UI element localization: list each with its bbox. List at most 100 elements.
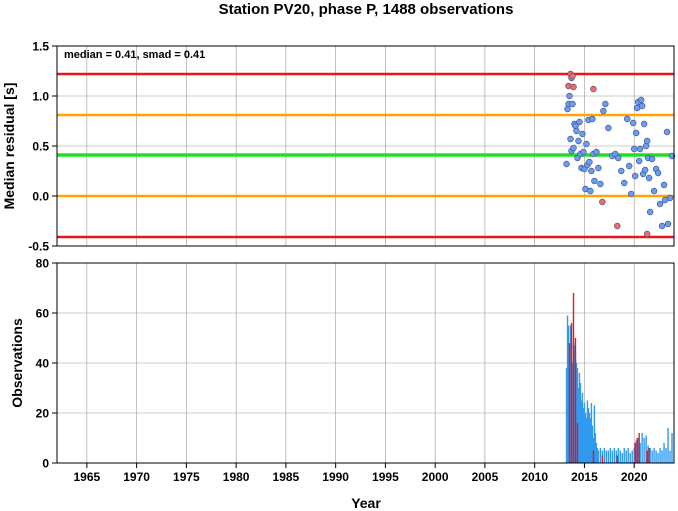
residual-point <box>645 174 653 182</box>
observation-bar <box>583 403 586 463</box>
residual-point <box>648 155 656 163</box>
observation-bar <box>568 343 571 463</box>
year-x-tick-label: 1965 <box>74 470 101 484</box>
observations-y-tick-label: 80 <box>36 257 50 271</box>
observation-bar <box>643 438 645 463</box>
observation-bar <box>653 448 655 463</box>
residual-point <box>588 167 595 175</box>
observation-bar <box>592 450 595 463</box>
year-x-tick-label: 1980 <box>223 470 250 484</box>
residual-point <box>666 194 674 202</box>
residual-point <box>600 107 607 115</box>
observations-bars <box>565 293 673 463</box>
observation-bar <box>649 448 651 463</box>
year-x-tick-label: 2015 <box>571 470 598 484</box>
observation-bar <box>613 448 615 463</box>
residual-point <box>569 100 576 108</box>
residual-point <box>663 128 671 136</box>
residual-point <box>605 124 612 132</box>
year-x-tick-label: 1970 <box>123 470 150 484</box>
observation-bar <box>591 425 594 463</box>
observation-bar <box>669 450 671 463</box>
observations-y-tick-label: 60 <box>36 307 50 321</box>
residual-point <box>637 96 645 104</box>
observation-bar <box>665 448 667 463</box>
observation-bar <box>655 450 657 463</box>
residual-point <box>630 145 638 153</box>
observation-bar <box>637 438 639 463</box>
residual-point <box>643 230 651 238</box>
residual-point <box>580 148 587 156</box>
observation-bar <box>588 413 591 463</box>
year-x-tick-label: 2005 <box>472 470 499 484</box>
residual-point <box>646 208 654 216</box>
residual-point <box>624 115 631 123</box>
year-x-tick-label: 2000 <box>422 470 449 484</box>
observation-bar <box>607 450 610 463</box>
residual-point <box>629 119 637 127</box>
observation-bar <box>584 413 587 463</box>
residual-point <box>590 85 597 93</box>
observation-bar <box>645 435 647 463</box>
observation-bar <box>566 315 569 463</box>
observation-bar <box>671 433 673 463</box>
observation-bar <box>615 450 617 463</box>
observation-bar <box>605 450 608 463</box>
observation-bar <box>581 393 584 463</box>
observation-bar <box>619 450 621 463</box>
observation-bar <box>617 448 619 463</box>
observations-panel: 0 20 40 60 80 1965 1970 1975 1980 1985 1990 1995 20… <box>9 257 675 511</box>
observation-bar <box>661 450 663 463</box>
observation-bar <box>639 443 641 463</box>
residual-point <box>654 169 662 177</box>
observation-bar <box>659 448 661 463</box>
year-x-tick-label: 2020 <box>621 470 648 484</box>
observation-bar <box>631 450 633 463</box>
observation-bar <box>590 403 593 463</box>
observation-bar <box>611 450 613 463</box>
residual-point <box>650 187 658 195</box>
observation-bar <box>663 443 665 463</box>
observation-bar <box>573 345 576 463</box>
observation-bar <box>636 438 638 463</box>
residual-y-ticks: -0.5 0.0 0.5 1.0 1.5 <box>28 40 57 254</box>
residual-point <box>602 100 609 108</box>
observations-y-tick-label: 20 <box>36 407 50 421</box>
residual-point <box>583 140 590 148</box>
observation-bar <box>616 455 618 463</box>
observation-bar <box>585 418 588 463</box>
residual-grid <box>57 45 674 247</box>
observation-bar <box>571 363 574 463</box>
residual-point <box>656 200 664 208</box>
observation-bar <box>574 338 577 463</box>
observation-bar <box>565 368 568 463</box>
observation-bar <box>648 448 650 463</box>
residual-point <box>587 187 594 195</box>
observation-bar <box>646 450 648 463</box>
residual-point <box>589 115 596 123</box>
residual-point <box>597 180 604 188</box>
residual-point <box>638 102 646 110</box>
residual-point <box>621 179 628 187</box>
residual-point <box>586 158 593 166</box>
residual-panel: -0.5 0.0 0.5 1.0 1.5 median = 0.41, smad = 0… <box>1 40 676 254</box>
observation-bar <box>576 423 579 463</box>
observation-bar <box>601 455 604 463</box>
observation-bar <box>572 293 575 463</box>
residual-reference-lines <box>57 72 674 239</box>
observation-bar <box>580 400 583 463</box>
residual-point <box>664 220 672 228</box>
residual-stats-annotation: median = 0.41, smad = 0.41 <box>64 49 205 61</box>
residual-point <box>591 177 598 185</box>
year-x-tick-label: 1995 <box>372 470 399 484</box>
residual-point <box>615 154 622 162</box>
observation-bar <box>596 448 599 463</box>
residual-point <box>570 83 577 91</box>
residual-point <box>641 166 649 174</box>
observation-bar <box>586 400 589 463</box>
observation-bar <box>627 448 629 463</box>
residual-point <box>573 127 580 135</box>
observation-bar <box>651 450 653 463</box>
residual-point <box>668 152 676 160</box>
residual-y-tick-label: -0.5 <box>28 240 49 254</box>
